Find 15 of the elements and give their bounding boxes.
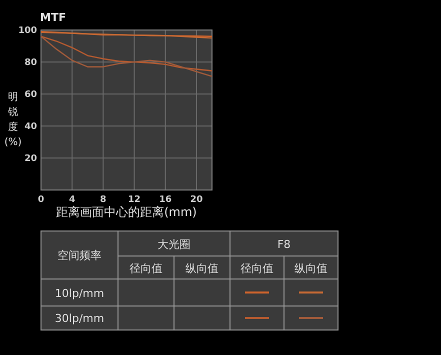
y-tick-label: 100 [18, 26, 37, 36]
x-tick-label: 12 [128, 195, 141, 205]
y-axis-title: 明锐度(%) [4, 92, 22, 148]
chart-title: MTF [40, 11, 66, 24]
x-tick-label: 8 [100, 195, 106, 205]
legend: 空间频率 大光圈 F8 径向值 纵向值 径向值 纵向值 10lp/mm 30lp/mm [40, 230, 338, 330]
x-axis-title: 距离画面中心的距离(mm) [56, 205, 197, 219]
y-tick-label: 40 [24, 122, 37, 132]
y-tick-label: 80 [24, 58, 37, 68]
y-tick-label: 60 [24, 90, 37, 100]
x-tick-label: 0 [38, 195, 44, 205]
x-tick-label: 4 [68, 195, 76, 205]
x-tick-label: 20 [190, 195, 203, 205]
y-tick-label: 20 [24, 154, 37, 164]
x-tick-label: 16 [159, 195, 172, 205]
